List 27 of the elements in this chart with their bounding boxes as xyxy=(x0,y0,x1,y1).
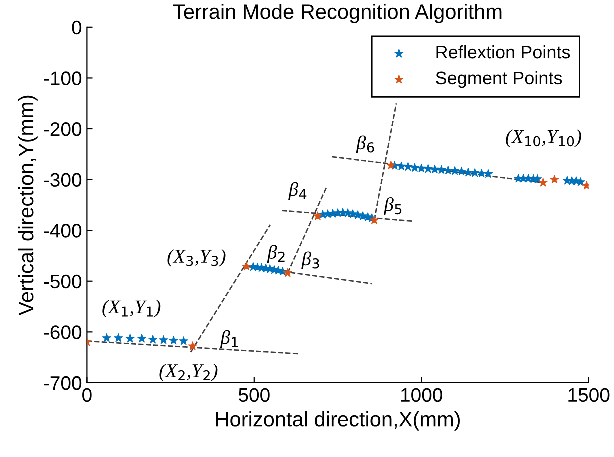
y-tick-label: -400 xyxy=(44,224,82,238)
annotation: β$_{6}$ xyxy=(356,136,374,154)
annotation: β$_{2}$ xyxy=(267,245,285,263)
annotation: β$_{3}$ xyxy=(302,252,320,270)
y-tick-label: -200 xyxy=(44,122,82,136)
annotation: β$_{1}$ xyxy=(220,330,238,348)
y-tick-label: -300 xyxy=(44,173,82,188)
annotation: β$_{5}$ xyxy=(384,198,402,216)
annotation: (X$_{2}$,Y$_{2}$) xyxy=(160,364,218,382)
annotation: (X$_{1}$,Y$_{1}$) xyxy=(102,300,161,318)
y-tick-label: -500 xyxy=(44,274,82,289)
x-axis-title: Horizontal direction,X(mm) xyxy=(216,412,460,431)
chart-title: Terrain Mode Recognition Algorithm xyxy=(173,4,502,24)
y-tick-label: -700 xyxy=(44,376,82,390)
y-axis-title: Vertical direction,Y(mm) xyxy=(18,96,38,316)
y-tick-label: -600 xyxy=(44,326,82,340)
x-tick-label: 1000 xyxy=(401,388,442,402)
x-tick-label: 1500 xyxy=(568,388,610,402)
annotation: β$_{4}$ xyxy=(288,182,307,200)
y-tick-label: 0 xyxy=(72,20,82,35)
legend-label: Segment Points xyxy=(436,71,562,88)
annotation: (X$_{3}$,Y$_{3}$) xyxy=(168,249,226,268)
x-tick-label: 500 xyxy=(238,388,270,402)
legend-label: Reflextion Points xyxy=(436,45,570,59)
y-tick-label: -100 xyxy=(44,72,82,86)
x-tick-label: 0 xyxy=(82,388,92,402)
annotation: (X$_{10}$,Y$_{10}$) xyxy=(506,130,582,148)
